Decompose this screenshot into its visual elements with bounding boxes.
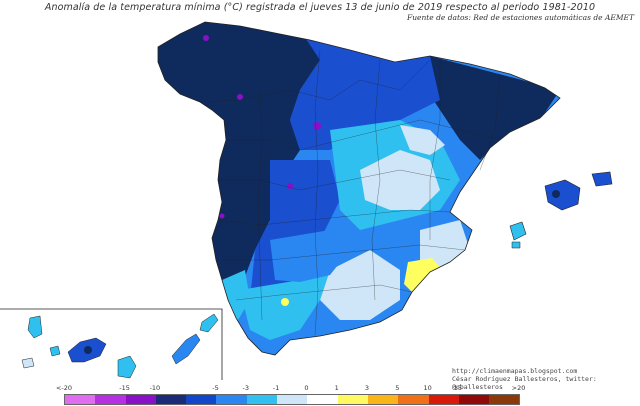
station-extreme-5 — [203, 35, 209, 41]
legend-swatch — [155, 395, 187, 404]
legend-colorbar — [64, 394, 521, 405]
legend-tick-label: 0 — [304, 384, 309, 392]
island-fuerteventura — [171, 333, 201, 365]
island-lapalma — [27, 315, 43, 339]
credits-url: http://climaenmapas.blogspot.com — [452, 367, 578, 375]
province-borders — [199, 49, 501, 336]
region-center-near-zero — [360, 150, 440, 210]
legend-tick-label: <-20 — [55, 384, 73, 392]
balearic-islands — [509, 171, 613, 249]
legend-swatch — [65, 395, 96, 404]
island-lanzarote — [199, 313, 219, 333]
station-extreme-4 — [219, 213, 225, 219]
legend-tick-label: >20 — [511, 384, 526, 392]
canary-inset — [0, 308, 223, 380]
legend-tick-label: -10 — [149, 384, 161, 392]
legend-swatch — [337, 395, 368, 404]
legend-tick-label: -3 — [242, 384, 250, 392]
map-title: Anomalía de la temperatura mínima (°C) r… — [44, 2, 596, 13]
credits-author: César Rodríguez Ballesteros, twitter: @c… — [452, 375, 597, 391]
legend-swatch — [458, 395, 490, 404]
island-elhierro — [21, 357, 35, 369]
data-source: Fuente de datos: Red de estaciones autom… — [406, 13, 634, 22]
station-warm-spot — [281, 298, 289, 306]
legend-swatch — [95, 395, 126, 404]
legend-swatch — [489, 395, 520, 404]
legend-tick-label: 15 — [453, 384, 463, 392]
region-west-cold — [250, 160, 340, 300]
legend-swatch — [367, 395, 399, 404]
legend-tick-label: -1 — [272, 384, 280, 392]
legend-swatch — [277, 395, 308, 404]
legend-swatch — [186, 395, 217, 404]
legend-tick-label: 5 — [395, 384, 400, 392]
legend-swatch — [125, 395, 156, 404]
legend-swatch — [216, 395, 247, 404]
station-extreme-2 — [237, 94, 243, 100]
region-northeast-very-cold — [420, 56, 560, 160]
credits: http://climaenmapas.blogspot.com César R… — [452, 367, 640, 391]
island-grancanaria — [117, 355, 137, 379]
station-extreme-1 — [313, 122, 321, 130]
legend-tick-label: 1 — [334, 384, 339, 392]
legend-tick-label: -5 — [212, 384, 219, 392]
legend-swatch — [428, 395, 459, 404]
legend-tick-label: 10 — [423, 384, 432, 392]
region-south-near-zero — [320, 250, 400, 320]
legend-swatch — [307, 395, 338, 404]
legend-swatch — [398, 395, 429, 404]
region-ebro-near-zero — [400, 125, 445, 155]
station-extreme-3 — [287, 183, 293, 189]
legend-swatch — [246, 395, 278, 404]
region-northwest-very-cold — [158, 22, 320, 320]
island-lagomera — [49, 345, 61, 357]
legend-tick-label: 3 — [364, 384, 370, 392]
legend-tick-label: -15 — [119, 384, 130, 392]
